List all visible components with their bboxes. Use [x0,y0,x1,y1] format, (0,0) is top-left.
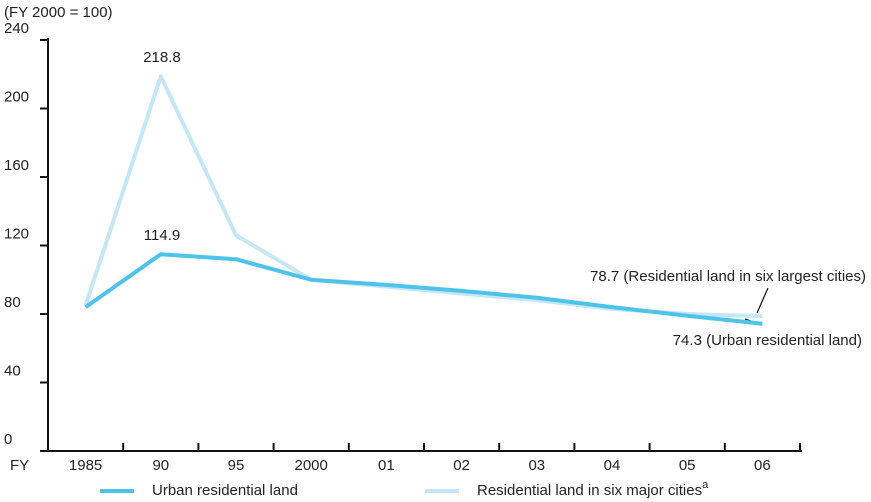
annotation: 78.7 (Residential land in six largest ci… [590,268,866,285]
legend-label: Urban residential land [152,482,298,499]
x-tick-label: 03 [528,457,545,474]
x-tick-label: 1985 [69,457,102,474]
x-tick-label: 06 [754,457,771,474]
x-tick-label: 95 [228,457,245,474]
legend-label: Residential land in six major citiesa [477,479,709,499]
x-tick-label: 04 [604,457,621,474]
series-line [84,252,763,326]
legend-superscript: a [702,479,709,491]
legend-text: Urban residential land [152,482,298,499]
annotation: 218.8 [143,49,181,66]
leader-line [756,287,769,314]
x-tick-label: 01 [378,457,395,474]
y-tick-label: 120 [4,225,29,242]
x-tick-label: 2000 [295,457,328,474]
y-tick-label: 80 [4,294,21,311]
annotation: 74.3 (Urban residential land) [673,332,862,349]
y-tick-label: 240 [4,20,29,37]
y-tick-label: 200 [4,88,29,105]
x-tick-label: 90 [152,457,169,474]
legend-text: Residential land in six major cities [477,482,702,499]
y-tick-label: 0 [4,431,12,448]
annotation: 114.9 [144,227,180,244]
x-tick-label: 02 [453,457,470,474]
y-axis-label: (FY 2000 = 100) [4,4,113,21]
x-tick-label: 05 [679,457,696,474]
x-axis-label: FY [10,457,29,474]
y-tick-label: 160 [4,157,29,174]
y-tick-label: 40 [4,362,21,379]
